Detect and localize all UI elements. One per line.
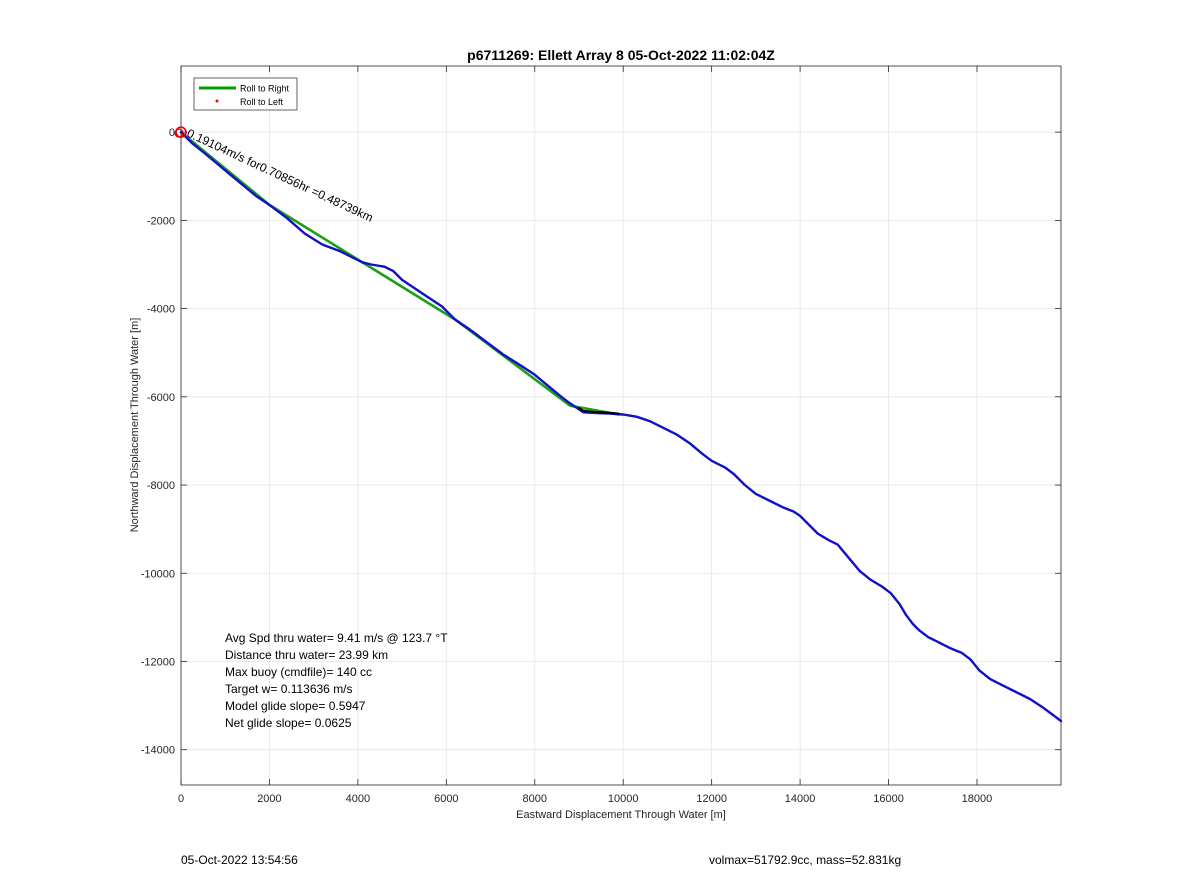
grid-lines	[180, 66, 1061, 785]
legend-dot-roll-left	[215, 99, 219, 103]
y-axis-label: Northward Displacement Through Water [m]	[129, 318, 141, 533]
series-lines	[179, 130, 1063, 723]
legend-label-roll-left: Roll to Left	[240, 97, 284, 107]
legend-box	[193, 77, 298, 111]
stat-model-glide: Model glide slope= 0.5947	[225, 699, 366, 713]
y-tick-labels: 0 -2000 -4000 -6000 -8000 -10000 -12000 -14000	[141, 127, 175, 757]
stats-annotation: Avg Spd thru water= 9.41 m/s @ 123.7 °T …	[225, 631, 448, 730]
y-tick-label: -14000	[141, 745, 175, 757]
stat-distance: Distance thru water= 23.99 km	[225, 648, 388, 662]
start-circle-marker	[174, 128, 184, 138]
y-tick-label: -8000	[147, 480, 175, 492]
axes-frame	[180, 65, 1062, 786]
stat-target-w: Target w= 0.113636 m/s	[225, 682, 353, 696]
y-tick-label: 0	[169, 127, 175, 139]
legend-label-roll-right: Roll to Right	[240, 84, 290, 94]
y-tick-label: -6000	[147, 392, 175, 404]
chart-title: p6711269: Ellett Array 8 05-Oct-2022 11:…	[467, 47, 775, 63]
x-tick-label: 0	[178, 793, 184, 805]
y-tick-label: -12000	[141, 656, 175, 668]
series-line-1	[179, 130, 1063, 723]
x-tick-label: 4000	[346, 793, 370, 805]
x-tick-label: 12000	[696, 793, 727, 805]
y-tick-label: -2000	[147, 215, 175, 227]
series-line-2	[578, 406, 620, 415]
x-tick-label: 6000	[434, 793, 458, 805]
legend: Roll to Right Roll to Left	[193, 77, 298, 111]
x-axis-label: Eastward Displacement Through Water [m]	[516, 809, 726, 821]
stat-net-glide: Net glide slope= 0.0625	[225, 716, 352, 730]
x-tick-label: 10000	[608, 793, 639, 805]
x-tick-label: 2000	[257, 793, 281, 805]
x-tick-labels: 0 2000 4000 6000 8000 10000 12000 14000 16000 180…	[178, 793, 992, 805]
x-tick-label: 14000	[785, 793, 816, 805]
series-line-0	[179, 130, 621, 416]
footer-timestamp: 05-Oct-2022 13:54:56	[181, 853, 298, 867]
x-tick-label: 18000	[962, 793, 993, 805]
stat-max-buoy: Max buoy (cmdfile)= 140 cc	[225, 665, 372, 679]
tick-marks	[180, 66, 1061, 785]
x-tick-label: 16000	[873, 793, 904, 805]
y-tick-label: -4000	[147, 304, 175, 316]
footer-stats: volmax=51792.9cc, mass=52.831kg	[709, 853, 902, 867]
x-tick-label: 8000	[523, 793, 547, 805]
stat-avg-speed: Avg Spd thru water= 9.41 m/s @ 123.7 °T	[225, 631, 448, 645]
start-markers	[174, 126, 187, 138]
y-tick-label: -10000	[141, 568, 175, 580]
